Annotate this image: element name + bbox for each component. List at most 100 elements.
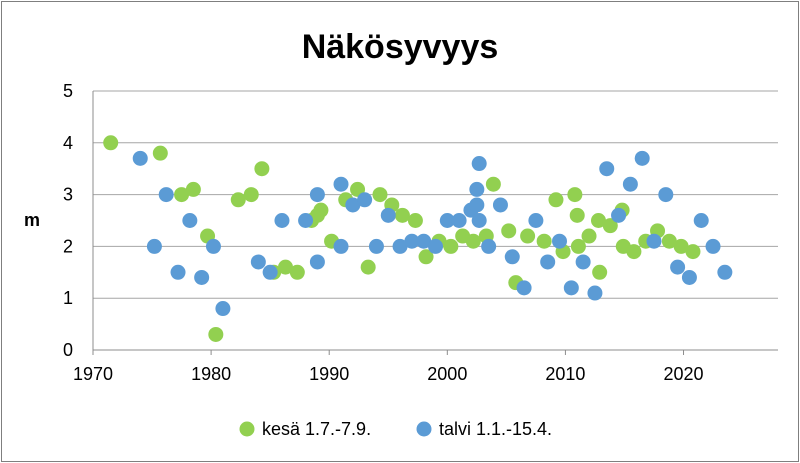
data-point: [670, 259, 686, 275]
data-point: [592, 264, 608, 280]
legend-label: kesä 1.7.-7.9.: [262, 419, 371, 439]
data-point: [658, 187, 674, 203]
data-point: [563, 280, 579, 296]
data-point: [313, 202, 329, 218]
data-point: [215, 301, 231, 317]
data-point: [570, 238, 586, 254]
data-point: [146, 238, 162, 254]
data-point: [243, 187, 259, 203]
data-point: [599, 161, 615, 177]
data-point: [504, 249, 520, 265]
data-point: [357, 192, 373, 208]
data-point: [132, 150, 148, 166]
data-point: [394, 207, 410, 223]
data-point: [602, 218, 618, 234]
data-point: [254, 161, 270, 177]
data-point: [661, 233, 677, 249]
data-point: [622, 176, 638, 192]
data-point: [581, 228, 597, 244]
data-point: [152, 145, 168, 161]
chart-title: Näkösyvyys: [302, 28, 499, 66]
data-point: [540, 254, 556, 270]
x-tick-label: 2010: [545, 364, 585, 384]
y-tick-labels: 0 1 2 3 4 5: [63, 81, 73, 360]
x-tick-label: 1970: [73, 364, 113, 384]
x-tick-labels: 1970 1980 1990 2000 2010 2020: [73, 364, 704, 384]
data-point: [492, 197, 508, 213]
data-point: [250, 254, 266, 270]
data-point: [182, 213, 198, 228]
data-point: [205, 238, 221, 254]
data-point: [575, 254, 591, 270]
data-point: [646, 233, 662, 249]
series-talvi: [132, 150, 733, 317]
data-point: [528, 213, 544, 228]
data-point: [485, 176, 501, 192]
x-tick-label: 1980: [191, 364, 231, 384]
data-point: [194, 269, 210, 285]
data-point: [516, 280, 532, 296]
data-point: [469, 197, 485, 213]
data-point: [309, 187, 325, 203]
data-point: [262, 264, 278, 280]
data-point: [469, 181, 485, 197]
data-point: [274, 213, 290, 228]
data-point: [520, 228, 536, 244]
data-point: [471, 213, 487, 228]
data-point: [368, 238, 384, 254]
data-point: [548, 192, 564, 208]
data-point: [693, 213, 709, 228]
data-point: [230, 192, 246, 208]
y-tick-label: 4: [63, 133, 73, 153]
data-point: [174, 187, 190, 203]
data-point: [428, 238, 443, 254]
data-point: [590, 213, 606, 228]
data-point: [439, 213, 455, 228]
data-point: [569, 207, 585, 223]
data-point: [536, 233, 552, 249]
legend-marker: [239, 421, 255, 437]
data-point: [587, 285, 603, 301]
data-point: [685, 244, 701, 260]
data-point: [717, 264, 733, 280]
x-tick-label: 2000: [427, 364, 467, 384]
data-point: [611, 207, 627, 223]
axes: [92, 91, 778, 355]
data-point: [673, 238, 689, 254]
y-tick-label: 0: [63, 340, 73, 360]
data-point: [407, 213, 423, 228]
y-tick-label: 2: [63, 236, 73, 256]
data-point: [208, 326, 224, 342]
data-point: [380, 207, 396, 223]
data-point: [705, 238, 721, 254]
data-point: [185, 181, 201, 197]
data-point: [333, 176, 349, 192]
data-point: [298, 213, 314, 228]
data-point: [481, 238, 497, 254]
data-point: [634, 150, 650, 166]
data-point: [345, 197, 361, 213]
data-point: [416, 233, 432, 249]
legend: kesä 1.7.-7.9. talvi 1.1.-15.4.: [239, 419, 552, 439]
data-point: [681, 269, 697, 285]
data-points: [103, 135, 733, 342]
legend-label: talvi 1.1.-15.4.: [439, 419, 552, 439]
y-tick-label: 5: [63, 81, 73, 101]
data-point: [404, 233, 420, 249]
data-point: [471, 156, 487, 172]
data-point: [626, 244, 642, 260]
legend-marker: [416, 421, 432, 437]
data-point: [418, 249, 434, 265]
data-point: [103, 135, 119, 151]
y-axis-label: m: [24, 210, 40, 230]
data-point: [372, 187, 388, 203]
y-tick-label: 1: [63, 288, 73, 308]
data-point: [158, 187, 174, 203]
data-point: [170, 264, 186, 280]
data-point: [333, 238, 349, 254]
data-point: [278, 259, 294, 275]
data-point: [567, 187, 583, 203]
data-point: [360, 259, 376, 275]
data-point: [309, 254, 325, 270]
